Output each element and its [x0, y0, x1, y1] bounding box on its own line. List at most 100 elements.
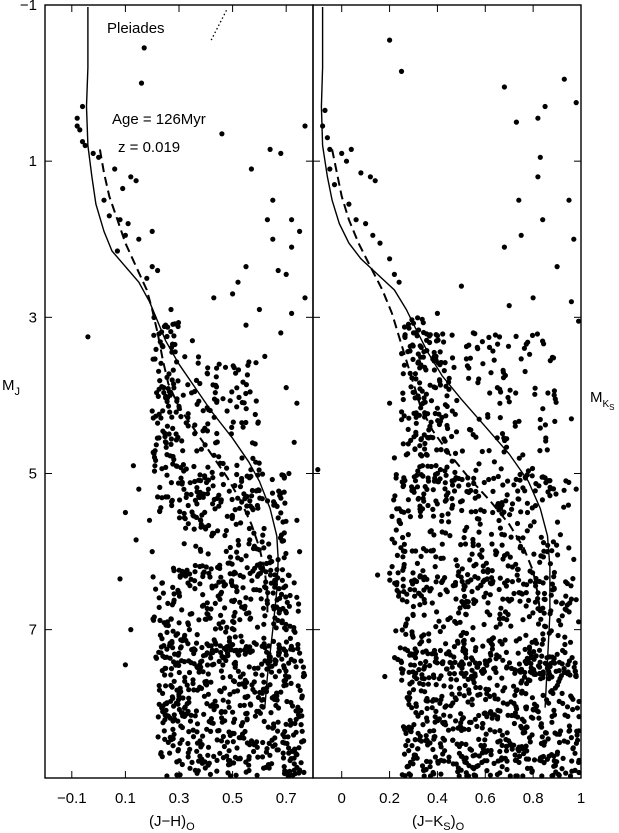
star-point: [413, 670, 419, 676]
star-point: [524, 528, 530, 534]
star-point: [559, 766, 565, 772]
star-point: [531, 649, 537, 655]
star-point: [466, 342, 472, 348]
star-point: [282, 740, 288, 746]
star-point: [270, 197, 276, 203]
star-point: [438, 359, 444, 366]
star-point: [416, 667, 422, 673]
star-point: [244, 493, 250, 500]
star-point: [363, 221, 369, 227]
star-point: [174, 398, 180, 404]
star-point: [218, 625, 224, 631]
star-point: [227, 761, 233, 767]
star-point: [450, 737, 456, 743]
star-point: [475, 575, 481, 581]
star-point: [251, 748, 257, 755]
star-point: [189, 611, 195, 617]
star-point: [227, 644, 233, 650]
star-point: [486, 344, 493, 350]
star-point: [421, 666, 427, 672]
star-point: [487, 772, 493, 778]
star-point: [540, 217, 546, 223]
star-point: [518, 509, 524, 515]
star-point: [287, 623, 293, 629]
star-point: [281, 555, 287, 561]
star-point: [182, 354, 188, 360]
star-point: [412, 478, 419, 484]
star-point: [291, 580, 297, 586]
star-point: [427, 588, 433, 594]
star-point: [149, 549, 155, 555]
star-point: [213, 440, 219, 446]
star-point: [422, 364, 428, 370]
star-point: [155, 714, 161, 720]
star-point: [392, 655, 398, 661]
star-point: [257, 495, 263, 501]
star-point: [175, 660, 181, 666]
star-point: [160, 590, 166, 596]
star-point: [187, 746, 193, 752]
star-point: [391, 497, 397, 503]
star-point: [160, 408, 166, 414]
star-point: [283, 271, 289, 277]
star-point: [522, 729, 528, 735]
star-point: [239, 639, 245, 645]
star-point: [166, 371, 172, 377]
star-point: [264, 217, 270, 223]
star-point: [469, 551, 475, 557]
star-point: [532, 599, 539, 605]
star-point: [279, 618, 285, 624]
star-point: [158, 360, 164, 366]
star-point: [231, 365, 237, 371]
star-point: [477, 552, 483, 558]
star-point: [425, 434, 431, 441]
star-point: [517, 471, 523, 478]
star-point: [114, 248, 120, 254]
star-point: [503, 498, 509, 504]
star-point: [505, 611, 511, 618]
star-point: [436, 676, 442, 682]
star-point: [480, 720, 486, 727]
star-point: [205, 752, 211, 758]
star-point: [405, 441, 411, 447]
star-point: [430, 487, 436, 493]
star-point: [556, 659, 563, 665]
star-point: [491, 475, 497, 481]
star-point: [196, 398, 202, 404]
star-point: [401, 725, 407, 731]
star-point: [541, 739, 547, 746]
star-point: [237, 599, 243, 606]
star-point: [568, 735, 575, 741]
star-point: [274, 747, 280, 753]
star-point: [252, 565, 258, 571]
star-point: [398, 659, 405, 666]
star-point: [444, 589, 450, 595]
star-point: [537, 448, 543, 454]
star-point: [551, 763, 557, 769]
star-point: [280, 755, 287, 761]
star-point: [164, 654, 170, 660]
star-point: [410, 356, 416, 362]
star-point: [493, 551, 499, 558]
star-point: [404, 599, 410, 605]
star-point: [197, 684, 203, 690]
star-point: [473, 684, 479, 691]
star-point: [283, 550, 289, 557]
star-point: [418, 362, 424, 368]
star-point: [490, 488, 496, 494]
star-point: [513, 390, 519, 396]
star-point: [387, 400, 393, 406]
star-point: [255, 694, 261, 701]
star-point: [440, 751, 446, 757]
star-point: [418, 472, 424, 478]
star-point: [482, 737, 488, 743]
star-point: [547, 484, 553, 490]
star-point: [572, 660, 578, 666]
star-point: [209, 583, 215, 589]
star-point: [438, 555, 444, 562]
star-point: [214, 430, 220, 437]
star-point: [570, 706, 576, 713]
star-point: [255, 420, 261, 426]
star-point: [205, 464, 211, 470]
star-point: [432, 714, 438, 720]
